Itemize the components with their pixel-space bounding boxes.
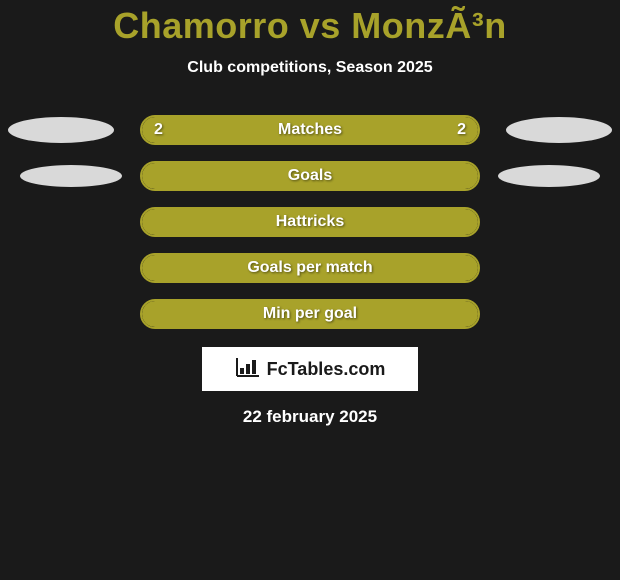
stat-row: Goals per match (0, 253, 620, 283)
stat-label: Goals per match (247, 259, 372, 277)
attribution-logo: FcTables.com (202, 347, 418, 391)
stat-label: Min per goal (263, 305, 357, 323)
stat-label: Matches (278, 121, 342, 139)
avatar-placeholder-left (20, 165, 122, 187)
stat-label: Hattricks (276, 213, 344, 231)
bar-fill-right (310, 163, 478, 189)
stat-row: Hattricks (0, 207, 620, 237)
date-label: 22 february 2025 (0, 407, 620, 427)
stat-value-left: 2 (154, 121, 163, 139)
stat-row: Min per goal (0, 299, 620, 329)
subtitle: Club competitions, Season 2025 (0, 59, 620, 77)
stat-bar: Hattricks (140, 207, 480, 237)
stat-bar: Min per goal (140, 299, 480, 329)
bar-fill-left (142, 163, 310, 189)
comparison-card: Chamorro vs MonzÃ³n Club competitions, S… (0, 0, 620, 427)
logo-text: FcTables.com (267, 359, 386, 380)
stat-bar: Goals (140, 161, 480, 191)
stat-rows: 2 2 Matches Goals Hattricks Goals per match Mi… (0, 115, 620, 329)
stat-row: 2 2 Matches (0, 115, 620, 145)
avatar-placeholder-right (498, 165, 600, 187)
stat-bar: 2 2 Matches (140, 115, 480, 145)
stat-row: Goals (0, 161, 620, 191)
barchart-icon (235, 356, 261, 383)
stat-value-right: 2 (457, 121, 466, 139)
avatar-placeholder-left (8, 117, 114, 143)
avatar-placeholder-right (506, 117, 612, 143)
stat-bar: Goals per match (140, 253, 480, 283)
stat-label: Goals (288, 167, 332, 185)
page-title: Chamorro vs MonzÃ³n (0, 5, 620, 47)
